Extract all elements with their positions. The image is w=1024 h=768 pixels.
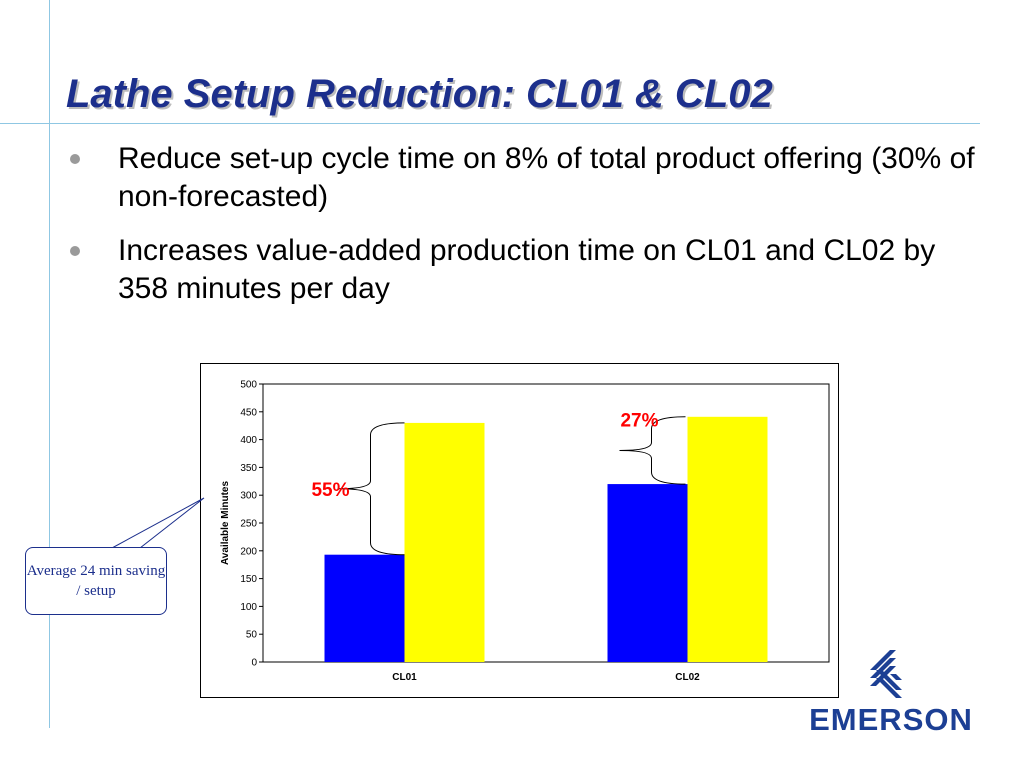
bullet-text: Reduce set-up cycle time on 8% of total …	[118, 142, 975, 213]
accent-horizontal-line	[0, 123, 980, 124]
y-axis-label: Available Minutes	[220, 481, 231, 566]
y-tick-label: 400	[240, 435, 257, 446]
emerson-logo: EMERSON	[796, 650, 986, 737]
bar-cl01-series-2	[404, 422, 485, 662]
bullet-dot-icon	[70, 154, 80, 164]
difference-brace	[338, 422, 405, 556]
difference-brace	[619, 416, 686, 485]
y-tick-label: 450	[240, 407, 257, 418]
y-tick-label: 300	[240, 491, 257, 502]
x-tick-label: CL02	[675, 672, 700, 683]
bar-cl02-series-1	[607, 484, 688, 662]
bullet-dot-icon	[70, 246, 80, 256]
bar-cl02-series-2	[687, 416, 768, 662]
bullet-item: Reduce set-up cycle time on 8% of total …	[64, 140, 984, 216]
percent-annotation: 55%	[311, 480, 349, 501]
callout-text: Average 24 min saving / setup	[26, 563, 166, 599]
chart-frame: 0 50 100 150 200 250 300 350 400 450 500 Available …	[200, 363, 839, 698]
bar-chart: 0 50 100 150 200 250 300 350 400 450 500 Available …	[220, 380, 830, 683]
bullet-text: Increases value-added production time on…	[118, 234, 936, 305]
y-tick-label: 100	[240, 602, 257, 613]
accent-vertical-line	[49, 0, 50, 728]
bar-cl01-series-1	[324, 554, 405, 662]
y-tick-label: 150	[240, 574, 257, 585]
y-tick-label: 500	[240, 380, 257, 391]
emerson-logo-mark-icon	[870, 650, 902, 698]
y-tick-label: 50	[246, 630, 258, 641]
y-tick-label: 0	[251, 658, 257, 669]
y-tick-label: 250	[240, 519, 257, 530]
percent-annotation: 27%	[620, 410, 658, 431]
y-tick-label: 350	[240, 463, 257, 474]
slide-title: Lathe Setup Reduction: CL01 & CL02	[66, 72, 773, 116]
bullet-list: Reduce set-up cycle time on 8% of total …	[64, 140, 984, 324]
y-tick-label: 200	[240, 546, 257, 557]
savings-callout: Average 24 min saving / setup	[25, 547, 167, 615]
bullet-item: Increases value-added production time on…	[64, 232, 984, 308]
x-tick-label: CL01	[392, 672, 417, 683]
logo-wordmark: EMERSON	[809, 702, 973, 737]
